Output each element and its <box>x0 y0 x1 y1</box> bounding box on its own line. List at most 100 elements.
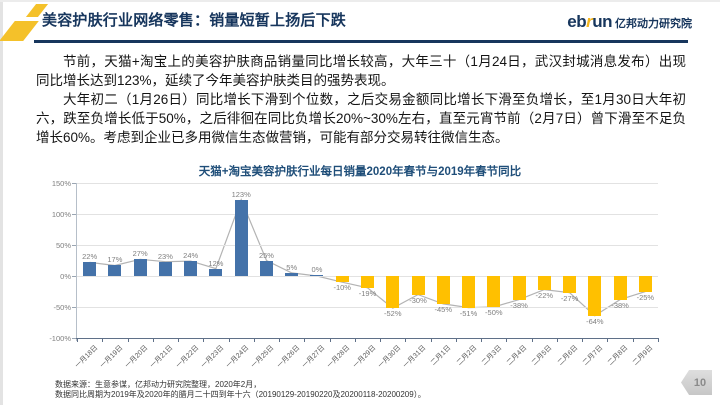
x-axis-label: 一月23日 <box>199 344 226 370</box>
x-axis-tick <box>127 338 129 342</box>
gridline <box>77 307 658 308</box>
bar-一月19日 <box>108 265 122 276</box>
y-axis-tick-label: 100% <box>51 210 71 219</box>
bar-value-label: -25% <box>636 292 655 302</box>
bar-一月22日 <box>184 261 198 276</box>
x-axis-label: 二月1日 <box>430 344 453 367</box>
y-axis-tick-label: 0% <box>60 272 71 281</box>
x-axis-label: 一月21日 <box>149 344 175 370</box>
x-axis-label: 二月5日 <box>531 344 554 367</box>
x-axis-label: 一月25日 <box>250 344 276 370</box>
bar-一月30日 <box>386 276 400 309</box>
x-axis-label: 一月31日 <box>402 344 428 370</box>
x-axis-label: 二月7日 <box>581 344 605 367</box>
bar-value-label: 27% <box>132 249 148 259</box>
x-axis-tick <box>556 338 558 342</box>
page-title: 美容护肤行业网络零售：销量短暂上扬后下跌 <box>42 12 347 29</box>
x-axis-label: 二月6日 <box>556 344 579 367</box>
bar-value-label: -64% <box>586 316 604 326</box>
bar-二月5日 <box>537 276 551 290</box>
x-axis-tick <box>481 338 483 342</box>
brand-r-flame-icon: r <box>586 12 593 31</box>
x-axis-tick <box>455 338 457 342</box>
page-number: 10 <box>693 376 707 389</box>
bar-二月3日 <box>487 276 501 307</box>
y-axis-tick-label: 50% <box>55 241 71 250</box>
brand-un: un <box>592 12 612 31</box>
y-axis-tick <box>72 307 76 308</box>
x-axis-tick <box>658 338 659 342</box>
bar-一月31日 <box>411 276 425 295</box>
body-text: 节前，天猫+淘宝上的美容护肤商品销量同比增长较高，大年三十（1月24日，武汉封城… <box>36 52 686 147</box>
x-axis-tick <box>228 338 230 342</box>
x-axis-tick <box>329 338 331 342</box>
x-axis-tick <box>430 338 432 342</box>
y-axis-tick <box>72 214 76 215</box>
x-axis-label: 一月29日 <box>351 344 377 370</box>
x-axis-label: 一月26日 <box>275 344 302 370</box>
bar-一月28日 <box>335 276 349 283</box>
x-axis-label: 一月22日 <box>174 344 201 370</box>
bar-二月7日 <box>588 276 602 316</box>
x-axis-label: 二月4日 <box>505 344 529 367</box>
y-axis-tick-label: 150% <box>51 179 71 188</box>
x-axis-line <box>76 338 659 339</box>
bar-二月4日 <box>512 276 526 300</box>
footnote-period: 数据同比周期为2019年及2020年的腊月二十四到年十六（20190129-20… <box>55 390 426 399</box>
slash-icon <box>0 21 39 41</box>
x-axis-label: 一月20日 <box>124 344 150 370</box>
slide-edge-top <box>0 0 720 2</box>
gridline <box>77 183 658 184</box>
x-axis-tick <box>279 338 281 342</box>
bar-一月27日 <box>310 274 324 276</box>
header-divider <box>34 40 688 43</box>
bar-value-label: -27% <box>560 293 579 303</box>
x-axis-tick <box>304 338 306 342</box>
bar-value-label: -10% <box>333 283 351 293</box>
page-number-badge: 10 <box>681 370 712 395</box>
bar-一月24日 <box>234 199 248 276</box>
x-axis-tick <box>102 338 104 342</box>
bar-value-label: -30% <box>409 295 427 305</box>
x-axis-label: 一月18日 <box>73 344 99 370</box>
bar-value-label: -50% <box>485 308 503 317</box>
bar-二月8日 <box>613 276 627 300</box>
x-axis-tick <box>354 338 356 342</box>
bar-二月2日 <box>462 276 476 308</box>
x-axis-tick <box>77 338 78 342</box>
bar-value-label: -45% <box>434 304 453 314</box>
x-axis-tick <box>607 338 609 342</box>
bar-二月9日 <box>638 276 652 292</box>
footnotes: 数据来源：生意参谋，亿邦动力研究院整理，2020年2月， 数据同比周期为2019… <box>55 380 426 400</box>
x-axis-tick <box>531 338 533 342</box>
brand-eb: eb <box>567 12 587 31</box>
y-axis-line <box>76 183 77 341</box>
x-axis-label: 二月8日 <box>606 344 630 367</box>
bar-一月26日 <box>285 272 299 276</box>
y-axis-tick <box>72 338 76 339</box>
x-axis-label: 一月27日 <box>301 344 327 370</box>
x-axis-label: 二月3日 <box>480 344 504 367</box>
x-axis-label: 二月9日 <box>632 344 655 367</box>
x-axis-tick <box>380 338 382 342</box>
gridline <box>77 214 658 215</box>
trend-line <box>89 198 646 317</box>
y-axis-tick <box>72 276 76 277</box>
bar-value-label: 22% <box>82 252 98 262</box>
bar-二月6日 <box>563 276 577 293</box>
x-axis-tick <box>632 338 634 342</box>
x-axis-tick <box>405 338 407 342</box>
gridline <box>77 245 658 246</box>
x-axis-tick <box>152 338 154 342</box>
bar-一月23日 <box>209 268 223 276</box>
bar-value-label: 25% <box>258 250 274 260</box>
bar-value-label: 24% <box>183 251 199 261</box>
paragraph-2: 大年初二（1月26日）同比增长下滑到个位数，之后交易金额同比增长下滑至负增长，至… <box>36 92 686 145</box>
x-axis-label: 一月24日 <box>225 344 251 370</box>
bar-二月1日 <box>436 276 450 304</box>
bar-value-label: -38% <box>611 300 629 310</box>
y-axis-tick <box>72 245 76 246</box>
bar-chart: 150% 100% 50% 0% -50% -100% 22% 一月18日 17% 一月19日 27… <box>49 179 659 370</box>
x-axis-tick <box>506 338 508 342</box>
